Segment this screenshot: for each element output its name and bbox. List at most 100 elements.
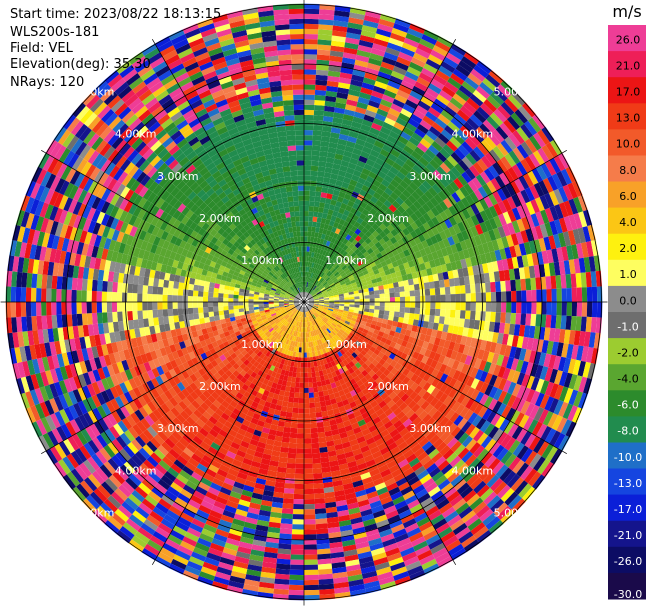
velocity-gate [417, 142, 429, 153]
velocity-gate [406, 379, 415, 388]
velocity-gate [553, 355, 562, 371]
velocity-gate [317, 232, 323, 239]
velocity-gate [361, 317, 368, 323]
velocity-gate [563, 260, 571, 275]
velocity-gate [511, 498, 526, 513]
velocity-gate [329, 297, 335, 300]
velocity-gate [423, 529, 438, 541]
velocity-gate [329, 231, 335, 238]
velocity-gate [373, 248, 381, 256]
velocity-gate [317, 431, 326, 438]
velocity-gate [421, 327, 428, 335]
velocity-gate [308, 297, 314, 300]
velocity-gate [309, 289, 313, 294]
velocity-gate [502, 224, 511, 237]
velocity-gate [277, 466, 287, 473]
velocity-gate [496, 188, 507, 201]
velocity-gate [435, 69, 450, 82]
velocity-gate [361, 340, 368, 347]
velocity-gate [339, 218, 346, 226]
velocity-gate [367, 241, 375, 248]
velocity-gate [318, 253, 323, 260]
velocity-gate [366, 420, 375, 429]
velocity-gate [323, 295, 329, 298]
velocity-gate [366, 104, 379, 114]
velocity-gate [335, 417, 344, 425]
velocity-gate [304, 372, 308, 378]
velocity-gate [324, 315, 330, 320]
velocity-gate [347, 135, 358, 144]
velocity-gate [349, 294, 355, 298]
velocity-gate [308, 299, 314, 302]
velocity-gate [401, 384, 411, 394]
velocity-gate [316, 310, 321, 314]
velocity-gate [455, 334, 463, 344]
velocity-gate [348, 291, 354, 295]
velocity-gate [466, 205, 476, 217]
velocity-gate [369, 346, 377, 353]
velocity-gate [327, 235, 333, 242]
velocity-gate [443, 198, 453, 209]
velocity-gate [382, 56, 397, 66]
velocity-gate [328, 65, 342, 73]
velocity-gate [558, 152, 570, 169]
velocity-gate [422, 222, 431, 232]
velocity-gate [439, 445, 451, 457]
velocity-gate [304, 398, 310, 404]
velocity-gate [334, 107, 345, 114]
velocity-gate [527, 170, 539, 185]
velocity-gate [452, 369, 462, 381]
velocity-gate [493, 215, 503, 228]
velocity-gate [398, 481, 411, 492]
velocity-gate [357, 244, 365, 252]
velocity-gate [327, 521, 340, 529]
velocity-gate [337, 311, 344, 315]
velocity-gate [364, 295, 370, 299]
velocity-gate [513, 268, 521, 280]
velocity-gate [415, 420, 426, 430]
velocity-gate [578, 331, 586, 347]
velocity-gate [302, 307, 304, 313]
velocity-gate [395, 326, 402, 334]
velocity-gate [459, 125, 473, 138]
velocity-gate [544, 396, 555, 411]
velocity-gate [352, 254, 359, 261]
velocity-gate [435, 370, 444, 381]
velocity-gate [309, 272, 312, 278]
velocity-gate [362, 20, 379, 29]
velocity-gate [388, 107, 401, 118]
velocity-gate [357, 419, 366, 427]
velocity-gate [492, 227, 502, 240]
velocity-gate [382, 376, 391, 385]
velocity-gate [402, 405, 412, 415]
velocity-gate [323, 420, 331, 427]
velocity-gate [473, 162, 484, 175]
velocity-gate [524, 468, 538, 484]
velocity-gate [324, 329, 330, 335]
velocity-gate [307, 294, 311, 299]
velocity-gate [309, 190, 316, 197]
velocity-gate [443, 159, 455, 170]
velocity-gate [305, 312, 307, 318]
velocity-gate [520, 448, 533, 463]
velocity-gate [472, 265, 479, 276]
velocity-gate [362, 285, 369, 290]
velocity-gate [347, 94, 359, 102]
velocity-gate [516, 445, 529, 460]
velocity-gate [320, 217, 327, 224]
velocity-gate [302, 332, 304, 338]
velocity-gate [472, 328, 479, 339]
velocity-gate [359, 343, 366, 350]
velocity-gate [324, 275, 329, 281]
velocity-gate [319, 375, 325, 382]
velocity-gate [310, 290, 315, 295]
velocity-gate [541, 340, 549, 354]
velocity-gate [318, 304, 324, 307]
velocity-gate [490, 91, 505, 106]
velocity-gate [407, 118, 420, 129]
velocity-gate [333, 391, 341, 399]
velocity-gate [528, 471, 542, 487]
velocity-gate [480, 283, 486, 293]
velocity-gate [336, 324, 343, 329]
velocity-gate [283, 493, 294, 499]
